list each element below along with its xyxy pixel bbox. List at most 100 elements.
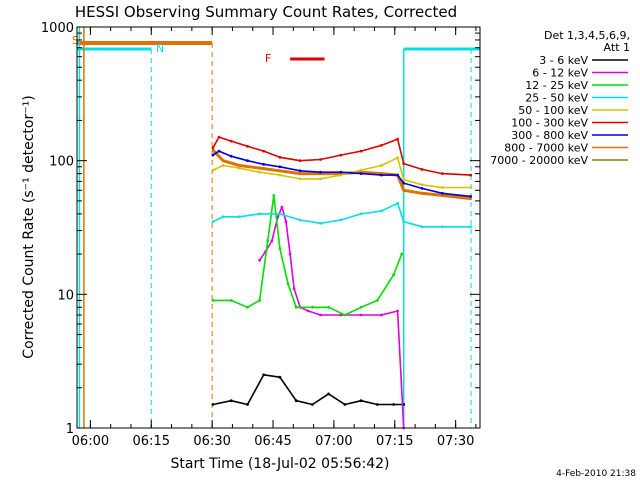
y-tick-label: 100	[49, 155, 74, 170]
series-line	[212, 150, 471, 198]
series-point	[298, 218, 302, 222]
y-tick-label: 10	[57, 288, 74, 303]
series-line	[212, 202, 471, 228]
x-tick-label: 07:30	[437, 434, 474, 449]
series-point	[278, 247, 282, 251]
series-point	[402, 220, 406, 224]
legend-header-1: Det 1,3,4,5,6,9,	[544, 29, 630, 42]
series-point	[392, 273, 395, 277]
series-point	[359, 399, 363, 403]
series-point	[440, 191, 444, 195]
series-point	[217, 149, 221, 153]
series-point	[217, 135, 221, 139]
series-point	[339, 170, 343, 174]
series-point	[392, 403, 395, 406]
series-point	[276, 215, 280, 219]
legend-label: 300 - 800 keV	[511, 129, 588, 142]
series-point	[339, 313, 343, 317]
series-point	[343, 403, 347, 406]
series-point	[380, 164, 383, 167]
series-point	[380, 173, 383, 177]
series-point	[440, 194, 444, 197]
series-point	[396, 137, 399, 141]
series-point	[246, 144, 249, 148]
series-point	[440, 186, 444, 189]
series-point	[258, 170, 261, 174]
series-point	[221, 159, 225, 163]
series-point	[420, 183, 424, 187]
series-point	[420, 168, 424, 171]
series-point	[420, 225, 424, 229]
series-point	[298, 159, 302, 163]
series-point	[319, 170, 322, 174]
series-point	[211, 148, 215, 152]
series-point	[339, 153, 343, 157]
series-point	[258, 258, 261, 262]
series-point	[400, 252, 404, 256]
footer-timestamp: 4-Feb-2010 21:38	[556, 469, 636, 479]
series-point	[319, 313, 322, 317]
series-point	[278, 375, 282, 379]
y-axis-label: Corrected Count Rate (s⁻¹ detector⁻¹)	[21, 95, 37, 358]
series-point	[469, 225, 473, 229]
series-point	[298, 169, 302, 173]
legend-label: 6 - 12 keV	[532, 67, 588, 80]
series-point	[221, 164, 225, 167]
legend-label: 3 - 6 keV	[539, 54, 588, 67]
legend-label: 12 - 25 keV	[525, 79, 588, 92]
legend-label: 25 - 50 keV	[525, 92, 588, 105]
series-point	[246, 403, 249, 406]
x-axis-label: Start Time (18-Jul-02 05:56:42)	[170, 456, 389, 472]
series-point	[469, 186, 473, 189]
series-point	[262, 373, 266, 377]
series-point	[469, 195, 473, 198]
series-point	[246, 159, 249, 163]
series-point	[294, 399, 298, 403]
series-point	[311, 305, 314, 309]
x-tick-label: 07:15	[376, 434, 413, 449]
series-point	[237, 164, 241, 167]
series-point	[339, 173, 343, 177]
series-point	[278, 212, 282, 216]
series-point	[211, 299, 215, 302]
series-point	[237, 166, 241, 170]
series-point	[359, 168, 363, 172]
series-point	[402, 181, 406, 185]
series-point	[327, 392, 330, 396]
series-point	[380, 313, 383, 317]
series-point	[339, 218, 343, 222]
series-point	[380, 144, 383, 147]
legend-label: 7000 - 20000 keV	[490, 154, 588, 167]
series-point	[359, 212, 363, 216]
series-point	[258, 166, 261, 170]
series-point	[402, 188, 406, 192]
series-point	[327, 305, 330, 309]
series-point	[229, 299, 233, 302]
series-point	[221, 215, 225, 219]
saa-label: S	[72, 34, 79, 47]
series-point	[262, 162, 266, 166]
series-point	[359, 172, 363, 176]
series-line	[258, 206, 405, 429]
series-point	[211, 220, 215, 224]
series-point	[380, 209, 383, 213]
series-point	[229, 154, 233, 158]
series-point	[319, 221, 322, 225]
series-point	[420, 187, 424, 190]
series-point	[375, 299, 379, 302]
series-point	[211, 146, 215, 150]
series-point	[278, 165, 282, 169]
series-point	[272, 194, 276, 197]
series-point	[440, 225, 444, 229]
x-tick-label: 06:30	[193, 434, 230, 449]
series-point	[229, 399, 233, 403]
series-point	[375, 403, 379, 406]
series-point	[306, 309, 310, 313]
series-point	[402, 162, 406, 166]
series-line	[213, 194, 403, 316]
x-tick-label: 06:15	[133, 434, 170, 449]
series-point	[440, 172, 444, 176]
legend-label: 800 - 7000 keV	[504, 142, 588, 155]
series-point	[294, 305, 298, 309]
